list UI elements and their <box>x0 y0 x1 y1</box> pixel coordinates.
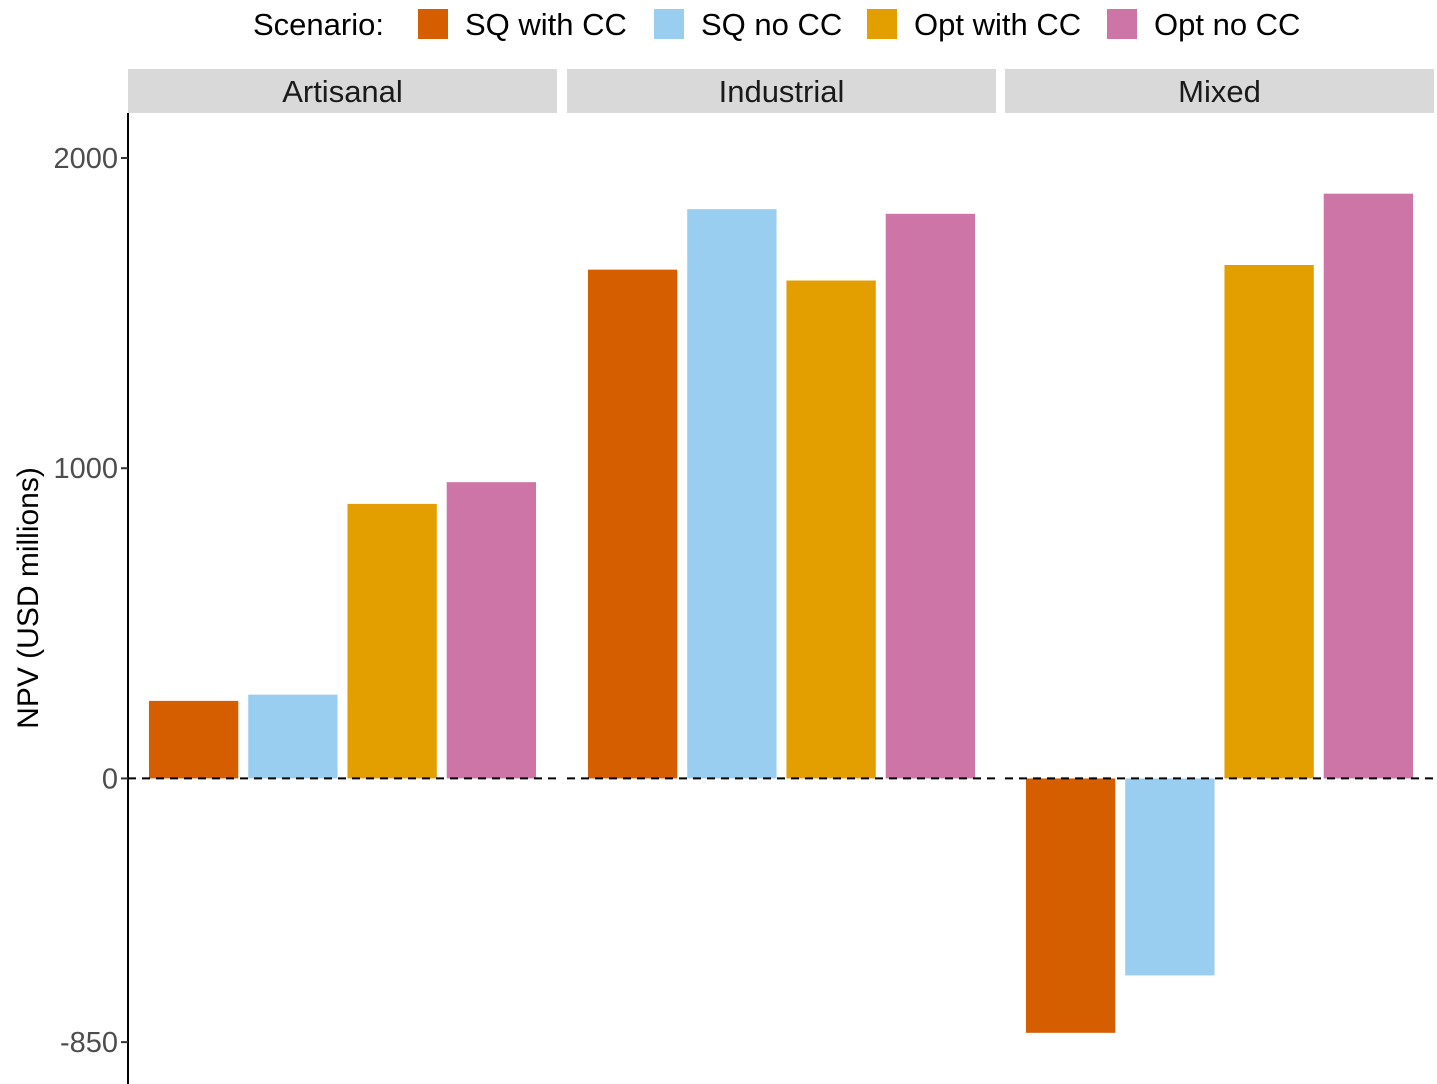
legend-item-opt-no-cc: Opt no CC <box>1107 7 1300 42</box>
bar-artisanal-opt-with-cc <box>347 503 437 779</box>
legend-label-opt-no-cc: Opt no CC <box>1154 7 1300 42</box>
strip-artisanal <box>128 69 557 113</box>
legend-swatch-opt-no-cc <box>1107 9 1137 39</box>
y-tick-label-2000: 2000 <box>53 143 118 175</box>
bar-mixed-opt-no-cc <box>1323 193 1414 779</box>
legend-swatch-opt-with-cc <box>867 9 897 39</box>
legend: Scenario: SQ with CC SQ no CC Opt with CC O… <box>253 7 1300 42</box>
y-tick-label-0: 0 <box>102 763 118 795</box>
legend-item-opt-with-cc: Opt with CC <box>867 7 1081 42</box>
strip-mixed <box>1005 69 1434 113</box>
y-axis: -850 0 1000 2000 <box>53 113 129 1084</box>
panel-mixed: Mixed <box>1005 69 1434 1033</box>
y-axis-title: NPV (USD millions) <box>12 467 45 729</box>
strip-label-industrial: Industrial <box>719 74 845 109</box>
y-tick-label-1000: 1000 <box>53 453 118 485</box>
bar-mixed-sq-no-cc <box>1125 778 1215 976</box>
strip-label-mixed: Mixed <box>1178 74 1261 109</box>
bar-industrial-opt-no-cc <box>885 213 976 779</box>
legend-label-sq-with-cc: SQ with CC <box>465 7 627 42</box>
legend-label-sq-no-cc: SQ no CC <box>701 7 842 42</box>
y-tick-label-850: -850 <box>60 1027 118 1059</box>
legend-title: Scenario: <box>253 7 384 42</box>
strip-label-artisanal: Artisanal <box>282 74 403 109</box>
bar-artisanal-opt-no-cc <box>446 482 537 779</box>
bar-industrial-sq-with-cc <box>587 269 678 779</box>
bar-industrial-sq-no-cc <box>687 209 777 779</box>
legend-item-sq-no-cc: SQ no CC <box>654 7 842 42</box>
bar-industrial-opt-with-cc <box>786 280 876 779</box>
bar-mixed-sq-with-cc <box>1025 778 1116 1033</box>
legend-swatch-sq-no-cc <box>654 9 684 39</box>
legend-item-sq-with-cc: SQ with CC <box>418 7 627 42</box>
panel-artisanal: Artisanal <box>128 69 557 780</box>
legend-swatch-sq-with-cc <box>418 9 448 39</box>
strip-industrial <box>567 69 996 113</box>
bar-artisanal-sq-no-cc <box>248 694 338 779</box>
panel-industrial: Industrial <box>567 69 996 780</box>
bar-artisanal-sq-with-cc <box>148 700 239 779</box>
legend-label-opt-with-cc: Opt with CC <box>914 7 1081 42</box>
bar-mixed-opt-with-cc <box>1224 265 1314 779</box>
